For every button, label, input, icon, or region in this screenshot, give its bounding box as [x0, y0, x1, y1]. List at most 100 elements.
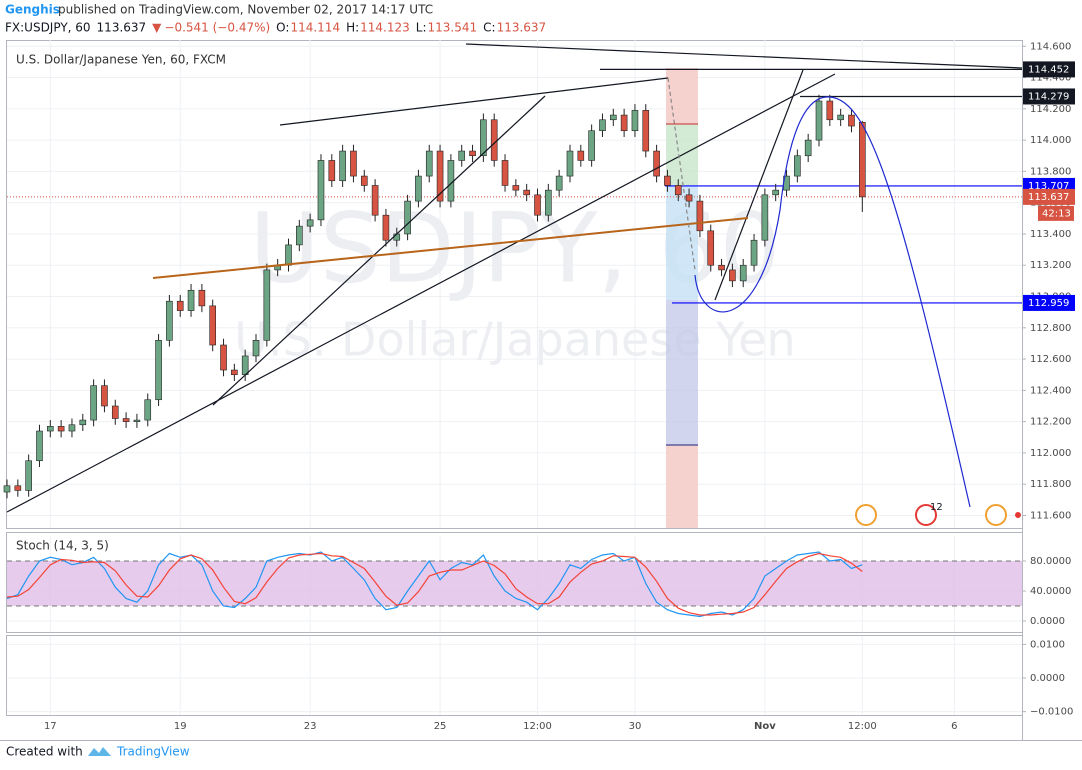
candle-body: [729, 269, 736, 282]
y-tick-label: 112.000: [1030, 448, 1071, 459]
x-tick-label: 17: [44, 721, 57, 732]
event-icon[interactable]: [915, 504, 937, 526]
candle-body: [79, 419, 87, 426]
candle-body: [285, 244, 292, 266]
y-tick-label: 111.600: [1030, 510, 1071, 521]
candle-body: [458, 150, 466, 161]
candle-body: [566, 150, 574, 177]
logo: [88, 747, 111, 756]
trend-line[interactable]: [465, 43, 1023, 69]
y-tick-label: 113.200: [1030, 260, 1071, 271]
event-dot: [1015, 512, 1021, 518]
y-tick-label: −0.0100: [1030, 707, 1073, 718]
author[interactable]: Genghis: [5, 3, 60, 17]
candle-body: [339, 150, 346, 182]
candle-body: [664, 175, 671, 186]
stoch-line: [6, 551, 863, 618]
trend-line[interactable]: [152, 217, 749, 279]
countdown: 42:13: [1042, 208, 1071, 219]
x-tick-label: 12:00: [848, 721, 877, 732]
footer-created: Created with: [6, 745, 83, 759]
candle-body: [3, 485, 11, 493]
candle-body: [739, 264, 747, 282]
candle-body: [144, 399, 152, 421]
candle-body: [382, 214, 390, 241]
candle-body: [425, 150, 433, 177]
candle-body: [166, 300, 173, 341]
y-tick-label: 111.800: [1030, 479, 1071, 490]
header-text: 113.637: [97, 21, 147, 35]
candle-body: [609, 114, 617, 121]
candle-body: [631, 110, 639, 132]
x-tick-label: 12:00: [523, 721, 552, 732]
candle-body: [815, 100, 823, 141]
y-tick-label: 0.0000: [1030, 616, 1065, 627]
candle-body: [555, 175, 563, 191]
candle-body: [101, 385, 108, 407]
candle-body: [231, 369, 238, 376]
published: published on TradingView.com, November 0…: [58, 3, 433, 17]
pane-title: U.S. Dollar/Japanese Yen, 60, FXCM: [16, 53, 226, 67]
drawings: [6, 43, 1023, 513]
event-count: 12: [930, 502, 943, 513]
pane-title: Stoch (14, 3, 5): [16, 539, 109, 553]
event-icon[interactable]: [985, 504, 1007, 526]
candle-body: [306, 219, 314, 227]
header-text: O:: [276, 21, 289, 35]
header-text: L:: [416, 21, 427, 35]
events: [855, 504, 1021, 526]
candle-body: [859, 121, 866, 198]
candle-body: [68, 424, 76, 432]
event-icon[interactable]: [855, 504, 877, 526]
candle-body: [296, 225, 303, 246]
trend-line[interactable]: [714, 69, 804, 301]
header-text: H:: [346, 21, 359, 35]
candle-body: [47, 426, 54, 432]
header-text: ▼: [152, 21, 162, 35]
level-label-bg: [1023, 188, 1075, 205]
x-tick-label: 23: [304, 721, 317, 732]
levels: [7, 68, 1022, 304]
pos-risk: [666, 68, 698, 124]
candle-body: [588, 130, 595, 161]
candle-body: [750, 239, 758, 266]
candle-body: [772, 189, 779, 196]
candle-body: [620, 114, 628, 132]
candle-body: [176, 300, 184, 311]
candle-body: [209, 305, 217, 346]
level-label: 113.637: [1028, 192, 1069, 203]
footer: Created with TradingView: [6, 745, 190, 759]
candle-body: [696, 200, 704, 232]
candle-body: [804, 139, 812, 157]
candle-body: [480, 119, 487, 157]
dashed-line[interactable]: [667, 77, 696, 271]
position-tool: [666, 68, 698, 528]
footer-brand[interactable]: TradingView: [116, 745, 190, 759]
y-tick-label: 112.400: [1030, 385, 1071, 396]
candle-body: [241, 355, 249, 376]
trend-line[interactable]: [212, 95, 546, 406]
candle-body: [534, 194, 541, 216]
trend-line[interactable]: [6, 73, 836, 513]
header-text: FX:USDJPY, 60: [5, 21, 91, 35]
candle-body: [122, 418, 130, 422]
candle-body: [133, 419, 141, 422]
y-tick-label: 0.0000: [1030, 673, 1065, 684]
stoch-band: [7, 561, 1022, 606]
candle-body: [371, 185, 379, 216]
level-label-bg: [1023, 88, 1075, 105]
candle-body: [599, 119, 606, 132]
candle-body: [252, 340, 260, 357]
level-label: 114.279: [1028, 91, 1069, 102]
candles: [3, 94, 866, 499]
trend-line[interactable]: [279, 77, 669, 126]
y-tick-label: 80.0000: [1030, 556, 1071, 567]
header-text: −0.541 (−0.47%): [164, 21, 270, 35]
candle-body: [198, 289, 206, 307]
candle-body: [718, 264, 725, 271]
curve[interactable]: [694, 96, 971, 508]
axes: 17 19 23 25 12:00 30 Nov 12:00 6 111.600 111.800 11…: [44, 41, 1075, 732]
